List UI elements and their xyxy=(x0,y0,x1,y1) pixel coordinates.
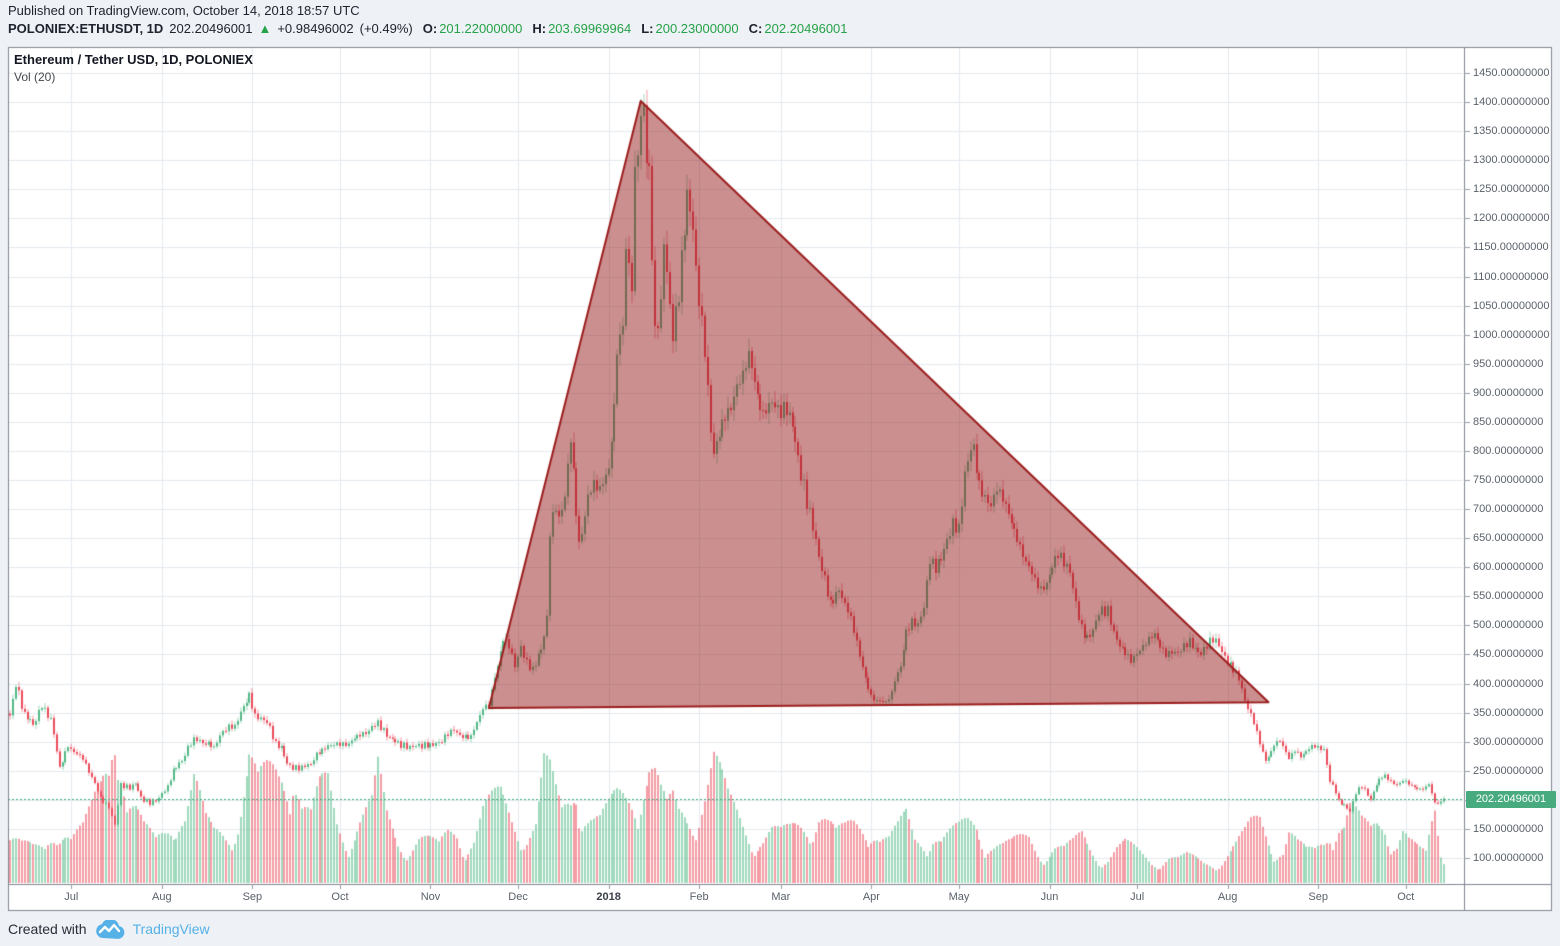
chart-legend-title[interactable]: Ethereum / Tether USD, 1D, POLONIEX xyxy=(14,52,253,67)
high-value: 203.69969964 xyxy=(548,21,632,36)
time-axis-label: Oct xyxy=(1397,891,1415,903)
price-axis-label: 250.00000000 xyxy=(1473,764,1544,777)
price-axis-label: 300.00000000 xyxy=(1473,735,1544,748)
open-value: 201.22000000 xyxy=(439,21,523,36)
price-axis-label: 1300.00000000 xyxy=(1473,154,1550,167)
close-label: C: xyxy=(748,21,763,36)
time-axis-label: Jul xyxy=(64,891,79,903)
price-axis-label: 1050.00000000 xyxy=(1473,299,1550,312)
price-axis-label: 850.00000000 xyxy=(1473,415,1544,428)
price-axis-label: 1150.00000000 xyxy=(1473,241,1549,254)
chart-legend-volume-indicator[interactable]: Vol (20) xyxy=(14,70,56,84)
up-arrow-icon: ▲ xyxy=(258,21,272,36)
time-axis-label: Aug xyxy=(1217,891,1238,903)
price-axis-label: 1200.00000000 xyxy=(1473,212,1550,225)
price-axis-label: 950.00000000 xyxy=(1473,357,1544,370)
price-axis-label: 1250.00000000 xyxy=(1473,183,1550,196)
published-line: Published on TradingView.com, October 14… xyxy=(8,3,360,18)
time-axis-label: Dec xyxy=(508,891,528,903)
high-label: H: xyxy=(532,21,547,36)
symbol-name: POLONIEX:ETHUSDT, 1D xyxy=(8,21,164,36)
price-axis-label: 150.00000000 xyxy=(1473,822,1544,835)
price-axis-label: 900.00000000 xyxy=(1473,386,1544,399)
time-axis-label: May xyxy=(948,891,970,903)
time-axis-label: Sep xyxy=(1308,891,1328,903)
tradingview-link[interactable]: TradingView xyxy=(132,921,210,937)
price-axis-label: 800.00000000 xyxy=(1473,444,1544,457)
price-axis-label: 550.00000000 xyxy=(1473,590,1544,603)
price-axis-label: 1100.00000000 xyxy=(1473,270,1549,283)
price-axis-label: 600.00000000 xyxy=(1473,561,1544,574)
time-axis-label: Sep xyxy=(242,891,263,903)
last-price-label: 202.20496001 xyxy=(1466,790,1556,808)
time-axis-label: Aug xyxy=(152,891,172,903)
price-axis-label: 500.00000000 xyxy=(1473,619,1544,632)
time-axis-label: 2018 xyxy=(596,891,621,903)
low-value: 200.23000000 xyxy=(655,21,739,36)
change-percent: (+0.49%) xyxy=(359,21,413,36)
symbol-line: POLONIEX:ETHUSDT, 1D 202.20496001 ▲ +0.9… xyxy=(8,21,848,36)
price-axis-label: 350.00000000 xyxy=(1473,706,1544,719)
price-axis-label: 650.00000000 xyxy=(1473,532,1544,545)
time-axis-label: Oct xyxy=(331,891,349,903)
footer: Created with TradingView xyxy=(0,912,1560,946)
price-axis-label: 1450.00000000 xyxy=(1473,67,1550,79)
price-axis-label: 750.00000000 xyxy=(1473,474,1544,487)
price-axis-label: 700.00000000 xyxy=(1473,503,1544,516)
time-axis-label: Feb xyxy=(689,891,709,903)
price-axis-label: 100.00000000 xyxy=(1473,852,1544,864)
price-axis-label: 1000.00000000 xyxy=(1473,328,1550,341)
last-price: 202.20496001 xyxy=(169,21,253,36)
price-axis-label: 450.00000000 xyxy=(1473,648,1544,661)
price-axis-label: 400.00000000 xyxy=(1473,677,1544,690)
created-with-text: Created with xyxy=(8,921,87,937)
tradingview-logo-icon[interactable] xyxy=(95,919,125,939)
change-absolute: +0.98496002 xyxy=(277,21,354,36)
price-axis-label: 1400.00000000 xyxy=(1473,96,1550,109)
time-axis-label: Nov xyxy=(420,891,441,903)
price-axis-label: 1350.00000000 xyxy=(1473,125,1550,138)
time-axis-label: Jun xyxy=(1040,891,1059,903)
time-axis-label: Jul xyxy=(1130,891,1145,903)
open-label: O: xyxy=(422,21,438,36)
close-value: 202.20496001 xyxy=(764,21,848,36)
low-label: L: xyxy=(641,21,654,36)
time-axis-label: Mar xyxy=(771,891,791,903)
time-axis-label: Apr xyxy=(862,891,880,903)
